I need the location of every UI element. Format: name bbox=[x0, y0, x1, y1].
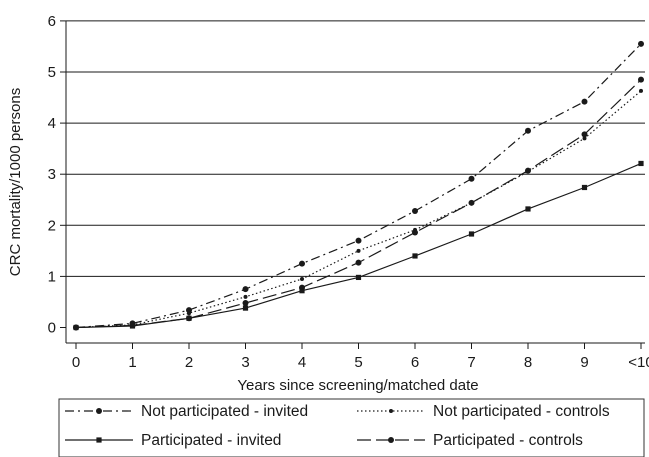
legend-marker bbox=[96, 437, 102, 443]
data-point bbox=[581, 184, 588, 191]
data-point bbox=[581, 98, 588, 105]
data-point bbox=[582, 136, 587, 141]
legend-item-2: Not participated - controls bbox=[357, 403, 610, 420]
x-tick-label: 0 bbox=[72, 354, 80, 371]
x-tick-label: 7 bbox=[467, 354, 475, 371]
y-tick-label: 3 bbox=[48, 166, 56, 183]
legend-marker bbox=[96, 408, 102, 414]
data-point bbox=[299, 284, 305, 291]
legend-label: Participated - controls bbox=[433, 432, 583, 449]
series-line bbox=[75, 43, 642, 329]
x-tick-label: 8 bbox=[524, 354, 532, 371]
data-point bbox=[412, 229, 418, 236]
legend-marker bbox=[389, 409, 393, 413]
data-point bbox=[581, 131, 588, 138]
data-point bbox=[525, 206, 531, 212]
data-point bbox=[243, 294, 248, 299]
y-tick-label: 5 bbox=[48, 64, 56, 81]
data-point bbox=[638, 160, 644, 167]
data-point bbox=[468, 199, 475, 206]
data-point bbox=[242, 299, 249, 306]
x-tick-label: 4 bbox=[298, 354, 306, 371]
series-4 bbox=[73, 76, 644, 331]
legend-box bbox=[58, 398, 645, 457]
data-point bbox=[639, 88, 643, 93]
data-point bbox=[186, 315, 192, 322]
data-point bbox=[186, 307, 192, 314]
data-point bbox=[356, 248, 361, 253]
data-point bbox=[73, 324, 79, 331]
data-point bbox=[525, 167, 531, 174]
data-point bbox=[242, 286, 249, 293]
data-point bbox=[355, 274, 362, 281]
legend-label: Not participated - invited bbox=[141, 403, 308, 420]
x-tick-label: 6 bbox=[411, 354, 419, 371]
x-axis-label: Years since screening/matched date bbox=[237, 377, 478, 394]
x-tick-label: 1 bbox=[128, 354, 136, 371]
data-point bbox=[355, 237, 362, 244]
data-point bbox=[299, 260, 305, 267]
series-line bbox=[75, 90, 642, 329]
y-tick-label: 6 bbox=[48, 13, 56, 30]
data-point bbox=[638, 40, 644, 47]
tick-labels: 0 1 2 3 4 5 6 0 1 2 3 4 5 6 7 8 9 <10 bbox=[48, 13, 649, 371]
data-point bbox=[129, 322, 136, 329]
x-tick-label: 2 bbox=[185, 354, 193, 371]
data-point bbox=[468, 231, 475, 237]
x-tick-label: <10 bbox=[628, 354, 649, 371]
y-tick-label: 4 bbox=[48, 115, 56, 132]
data-point bbox=[242, 305, 249, 311]
data-point bbox=[638, 76, 644, 83]
x-tick-label: 5 bbox=[354, 354, 362, 371]
x-tick-label: 9 bbox=[580, 354, 588, 371]
legend-item-1: Not participated - invited bbox=[65, 403, 308, 420]
grid-lines bbox=[66, 20, 645, 277]
series-lines bbox=[73, 40, 644, 331]
legend-marker bbox=[388, 437, 394, 443]
legend: Not participated - invited Not participat… bbox=[58, 398, 645, 457]
legend-label: Participated - invited bbox=[141, 432, 281, 449]
data-point bbox=[299, 288, 305, 294]
data-point bbox=[468, 175, 475, 182]
y-tick-label: 0 bbox=[48, 320, 56, 337]
legend-item-3: Participated - invited bbox=[65, 432, 281, 449]
x-tick-label: 3 bbox=[241, 354, 249, 371]
legend-label: Not participated - controls bbox=[433, 403, 610, 420]
data-point bbox=[300, 276, 304, 281]
y-tick-label: 1 bbox=[48, 268, 56, 285]
data-point bbox=[187, 311, 191, 316]
data-point bbox=[412, 207, 418, 214]
y-axis-label: CRC mortality/1000 persons bbox=[7, 88, 24, 276]
legend-item-4: Participated - controls bbox=[357, 432, 583, 449]
data-point bbox=[412, 253, 418, 259]
y-tick-label: 2 bbox=[48, 217, 56, 234]
axes bbox=[60, 20, 645, 349]
data-point bbox=[525, 127, 531, 134]
data-point bbox=[355, 259, 362, 266]
